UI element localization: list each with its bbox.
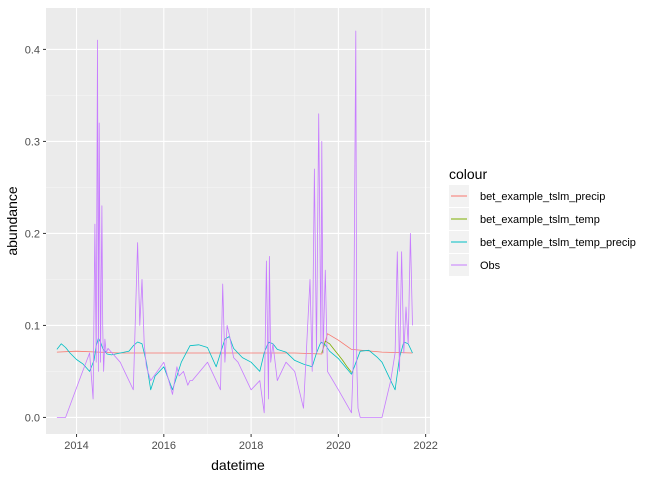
series-layer	[56, 30, 413, 418]
y-tick-label: 0.1	[25, 320, 40, 332]
grid-minor	[46, 8, 430, 434]
y-tick-label: 0.2	[25, 228, 40, 240]
y-axis-title: abundance	[4, 186, 20, 256]
x-tick-label: 2020	[326, 440, 350, 452]
legend-label: bet_example_tslm_temp_precip	[480, 237, 636, 249]
y-axis: 0.0 0.1 0.2 0.3 0.4	[25, 44, 46, 424]
grid-major	[46, 8, 430, 434]
series-line-bet_example_tslm_precip	[56, 333, 413, 355]
x-axis: 2014 2016 2018 2020 2022	[64, 434, 438, 452]
x-tick-label: 2022	[413, 440, 437, 452]
legend-title: colour	[449, 166, 487, 182]
x-tick-label: 2018	[239, 440, 263, 452]
legend-label: bet_example_tslm_precip	[480, 191, 605, 203]
legend-label: Obs	[480, 260, 501, 272]
series-line-Obs	[56, 30, 413, 418]
x-tick-label: 2016	[152, 440, 176, 452]
legend: colour bet_example_tslm_precip bet_exampl…	[449, 166, 636, 276]
y-tick-label: 0.3	[25, 136, 40, 148]
y-tick-label: 0.0	[25, 412, 40, 424]
y-tick-label: 0.4	[25, 44, 40, 56]
x-axis-title: datetime	[211, 457, 265, 473]
x-tick-label: 2014	[64, 440, 88, 452]
legend-label: bet_example_tslm_temp	[480, 214, 600, 226]
series-line-bet_example_tslm_temp	[321, 340, 352, 373]
